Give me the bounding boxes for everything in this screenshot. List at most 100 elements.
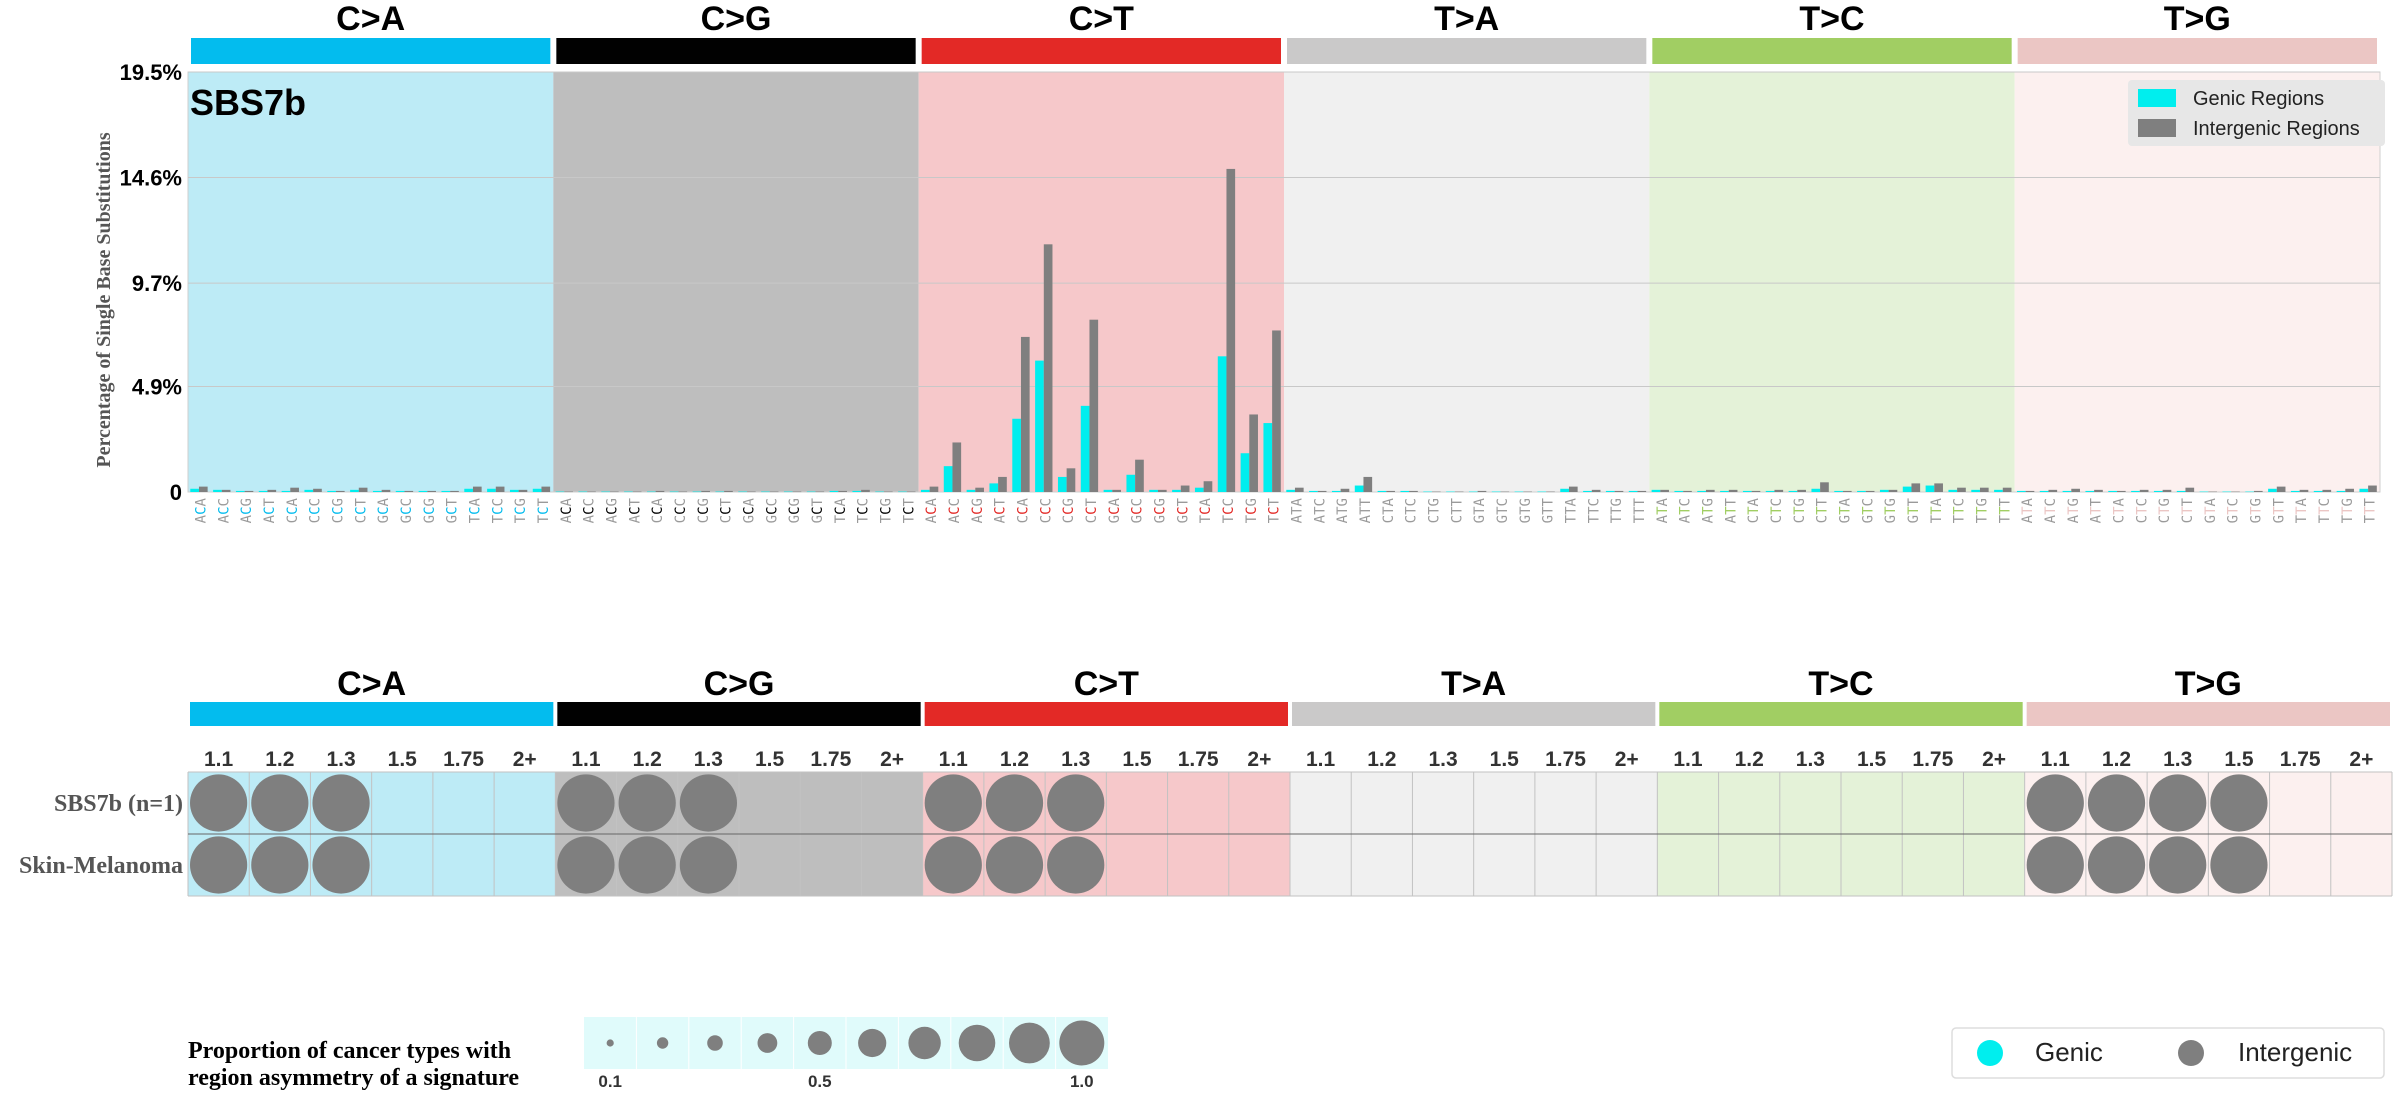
dot-21: [1047, 836, 1105, 894]
intergenic-bar-49: [1317, 490, 1327, 492]
intergenic-bar-47: [1272, 330, 1281, 492]
intergenic-bar-11: [450, 490, 459, 492]
context-label-80: ATA: [2020, 497, 2036, 523]
genic-bar-78: [1971, 489, 1980, 492]
context-label-43: GCT: [1175, 497, 1191, 523]
genic-bar-28: [829, 490, 839, 492]
context-label-26: GCG: [787, 498, 803, 523]
genic-bar-29: [852, 490, 862, 492]
intergenic-bar-93: [2322, 489, 2332, 492]
context-label-71: CTT: [1815, 497, 1831, 523]
genic-bar-7: [350, 489, 359, 492]
genic-bar-81: [2039, 490, 2049, 492]
genic-bar-22: [692, 491, 702, 493]
fold-label-t-to-c-3: 1.5: [1857, 748, 1887, 771]
intergenic-bar-54: [1431, 491, 1441, 493]
context-label-21: CCC: [673, 498, 689, 523]
bottom-type-label-c-to-t: C>T: [1074, 665, 1139, 703]
intergenic-bar-18: [609, 491, 619, 493]
dot-8: [1047, 774, 1105, 832]
intergenic-bar-12: [472, 486, 482, 492]
fold-label-t-to-c-4: 1.75: [1912, 748, 1953, 771]
context-label-78: TTG: [1975, 498, 1991, 523]
intergenic-bar-64: [1660, 489, 1669, 492]
context-label-65: ATC: [1678, 498, 1694, 523]
context-label-29: TCC: [856, 498, 872, 523]
context-label-86: CTG: [2157, 498, 2173, 523]
genic-bar-3: [258, 490, 268, 492]
intergenic-bar-61: [1591, 489, 1601, 492]
context-label-94: TTG: [2340, 498, 2356, 523]
genic-bar-70: [1788, 490, 1798, 492]
context-label-47: TCT: [1267, 497, 1283, 523]
genic-bar-80: [2016, 490, 2026, 492]
genic-bar-49: [1309, 490, 1318, 492]
intergenic-bar-66: [1705, 489, 1715, 492]
genic-bar-14: [509, 489, 519, 492]
size-legend-dot-7: [958, 1024, 996, 1062]
genic-bar-72: [1834, 490, 1843, 492]
context-label-2: ACG: [239, 498, 255, 523]
fold-label-t-to-g-0: 1.1: [2041, 748, 2071, 771]
intergenic-bar-51: [1363, 476, 1373, 492]
context-label-6: CCG: [331, 498, 347, 523]
dot-grid: [187, 771, 2393, 897]
context-label-37: CCC: [1038, 498, 1054, 523]
context-label-36: CCA: [1016, 497, 1032, 523]
intergenic-bar-80: [2025, 490, 2035, 492]
genic-bar-50: [1331, 490, 1341, 492]
genic-bar-69: [1765, 490, 1775, 492]
dot-19: [924, 836, 982, 894]
context-label-51: ATT: [1358, 497, 1374, 523]
type-label-t-to-a: T>A: [1434, 0, 1499, 38]
genic-bar-23: [715, 491, 725, 493]
context-label-30: TCG: [879, 498, 895, 523]
genic-bar-10: [418, 490, 428, 492]
signature-title: SBS7b: [190, 82, 306, 123]
panel-t-to-c: [1649, 72, 2015, 492]
dot-16: [557, 836, 615, 894]
genic-bar-47: [1263, 423, 1273, 492]
fold-label-c-to-g-1: 1.2: [633, 748, 662, 771]
intergenic-bar-5: [313, 488, 322, 492]
dot-0: [190, 774, 248, 832]
context-label-31: TCT: [901, 497, 917, 523]
bottom-type-bar-t-to-g: [2026, 702, 2390, 726]
intergenic-bar-72: [1842, 490, 1852, 492]
intergenic-bar-13: [495, 486, 505, 492]
context-label-12: TCA: [468, 497, 484, 523]
genic-bar-53: [1400, 490, 1410, 492]
intergenic-bar-88: [2208, 491, 2217, 493]
genic-bar-40: [1103, 489, 1113, 492]
genic-bar-9: [395, 490, 405, 492]
genic-bar-83: [2085, 490, 2095, 492]
context-label-3: ACT: [262, 497, 278, 523]
intergenic-bar-36: [1020, 336, 1030, 492]
intergenic-bar-45: [1226, 168, 1236, 492]
context-label-7: CCT: [353, 497, 369, 523]
genic-bar-5: [304, 489, 314, 492]
genic-bar-4: [281, 490, 291, 492]
intergenic-bar-58: [1523, 491, 1532, 493]
fold-label-c-to-g-4: 1.75: [810, 748, 851, 771]
fold-label-t-to-c-0: 1.1: [1673, 748, 1703, 771]
dot-15: [312, 836, 370, 894]
fold-label-t-to-a-2: 1.3: [1428, 748, 1457, 771]
context-label-91: GTT: [2271, 497, 2287, 523]
fold-label-t-to-c-2: 1.3: [1796, 748, 1825, 771]
dot-9: [2026, 774, 2084, 832]
dot-18: [679, 836, 738, 894]
fold-label-c-to-g-2: 1.3: [694, 748, 723, 771]
size-legend-dot-1: [656, 1037, 669, 1049]
genic-bar-44: [1194, 487, 1204, 492]
intergenic-bar-74: [1888, 489, 1898, 492]
intergenic-bar-17: [587, 491, 596, 493]
bottom-type-label-c-to-g: C>G: [704, 665, 775, 703]
genic-bar-19: [624, 491, 633, 493]
dot-marks: [190, 774, 2268, 894]
genic-bar-57: [1491, 491, 1501, 493]
fold-label-c-to-t-5: 2+: [1247, 748, 1271, 771]
genic-bar-76: [1925, 485, 1935, 492]
context-label-56: GTA: [1472, 497, 1488, 523]
intergenic-bar-9: [404, 490, 414, 492]
